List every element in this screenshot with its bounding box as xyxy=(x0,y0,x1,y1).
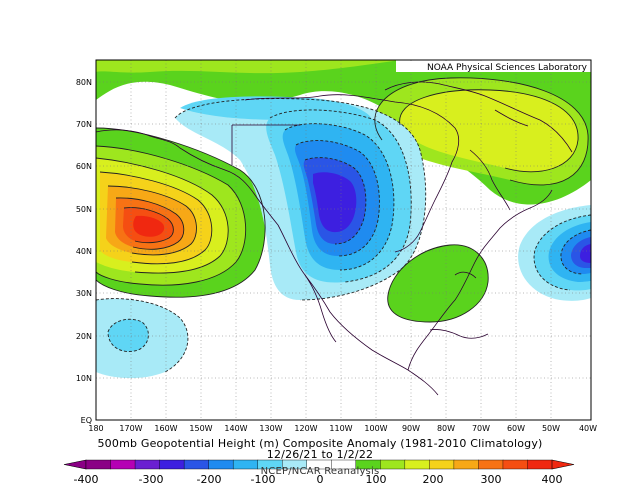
lon-label: 50W xyxy=(542,424,560,433)
lon-label: 90W xyxy=(402,424,420,433)
lon-label: 60W xyxy=(507,424,525,433)
lon-label: 40W xyxy=(579,424,597,433)
positive-anomaly-southeast xyxy=(387,244,489,322)
lon-label: 130W xyxy=(259,424,282,433)
credit-text: NOAA Physical Sciences Laboratory xyxy=(427,63,588,73)
colorbar-label: -100 xyxy=(251,473,276,486)
lat-label: 20N xyxy=(76,332,92,341)
caption-title: 500mb Geopotential Height (m) Composite … xyxy=(97,437,543,450)
lat-label: 70N xyxy=(76,120,92,129)
colorbar-label: 200 xyxy=(423,473,444,486)
colorbar-label: 100 xyxy=(366,473,387,486)
colorbar-label: -200 xyxy=(197,473,222,486)
lat-label: 50N xyxy=(76,205,92,214)
colorbar-label: -400 xyxy=(74,473,99,486)
lat-label: 40N xyxy=(76,247,92,256)
positive-anomaly-pacific xyxy=(96,128,266,298)
lon-label: 100W xyxy=(364,424,387,433)
negative-anomaly-subtropical xyxy=(96,298,188,379)
colorbar-label: 300 xyxy=(481,473,502,486)
map-frame xyxy=(95,59,592,421)
lon-label: 140W xyxy=(224,424,247,433)
colorbar-labels: -400 -300 -200 -100 0 100 200 300 400 xyxy=(74,473,563,486)
lon-label: 120W xyxy=(294,424,317,433)
lon-label: 110W xyxy=(329,424,352,433)
colorbar-label: 0 xyxy=(317,473,324,486)
lon-label: 170W xyxy=(119,424,142,433)
lat-label: 30N xyxy=(76,289,92,298)
lat-label: 10N xyxy=(76,374,92,383)
lon-label: 150W xyxy=(189,424,212,433)
colorbar xyxy=(63,459,575,470)
credit-box xyxy=(398,61,590,72)
caption-dates: 12/26/21 to 1/2/22 xyxy=(266,448,374,461)
colorbar-arrow-right xyxy=(551,459,575,470)
lat-label: 80N xyxy=(76,78,92,87)
lon-label: 70W xyxy=(472,424,490,433)
negative-anomaly-west xyxy=(175,96,426,300)
longitude-labels: 180 170W 160W 150W 140W 130W 120W 110W 1… xyxy=(88,424,597,433)
contour-lines xyxy=(96,77,589,323)
latitude-labels: EQ 10N 20N 30N 40N 50N 60N 70N 80N xyxy=(76,78,92,425)
lon-label: 160W xyxy=(154,424,177,433)
caption-source: NCEP/NCAR Reanalysis xyxy=(260,466,380,477)
lon-label: 80W xyxy=(437,424,455,433)
lon-label: 180 xyxy=(88,424,103,433)
grid xyxy=(96,60,591,420)
colorbar-label: -300 xyxy=(139,473,164,486)
colorbar-label: 400 xyxy=(542,473,563,486)
lat-label: 60N xyxy=(76,162,92,171)
lat-label: EQ xyxy=(81,416,92,425)
